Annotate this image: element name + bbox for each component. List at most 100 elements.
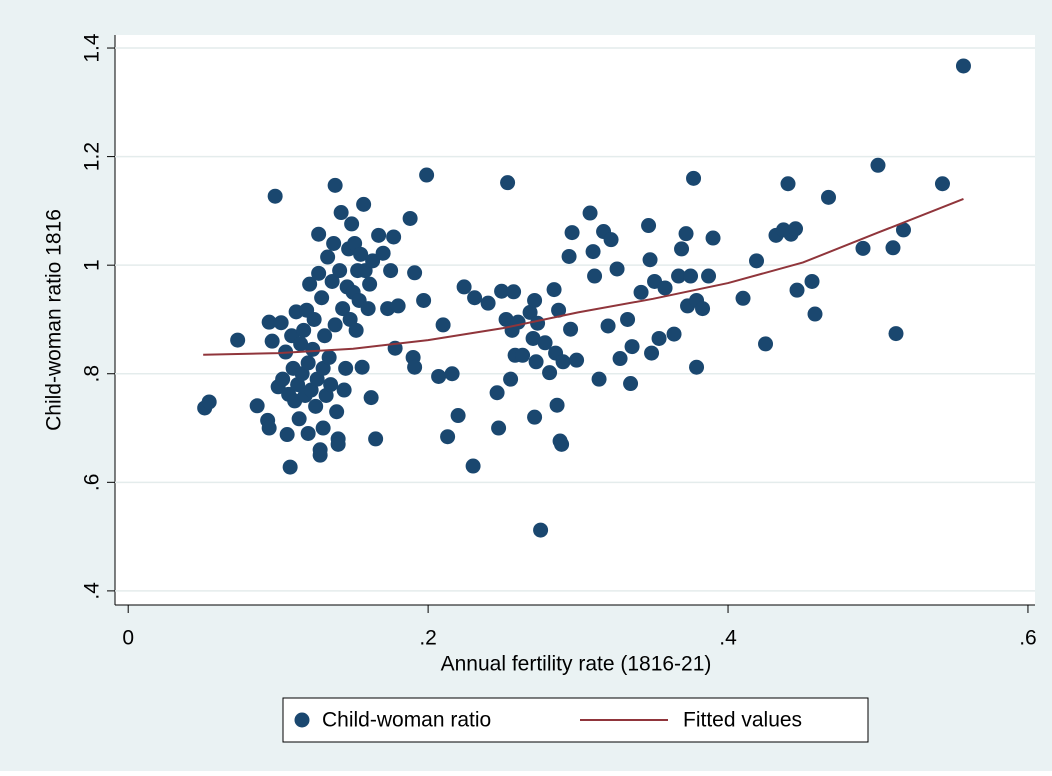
y-tick-label: 1.4 <box>81 33 104 63</box>
point <box>549 397 565 413</box>
point <box>335 301 351 317</box>
x-tick-label: .6 <box>1019 627 1037 650</box>
point <box>612 351 628 367</box>
point <box>689 359 705 375</box>
point <box>264 333 280 349</box>
point <box>300 425 316 441</box>
point <box>855 240 871 256</box>
point <box>554 436 570 452</box>
point <box>273 315 289 331</box>
point <box>491 420 507 436</box>
fitted-line <box>203 198 964 356</box>
point <box>201 394 217 410</box>
point <box>705 230 721 246</box>
point <box>564 225 580 241</box>
point <box>620 311 636 327</box>
point <box>695 301 711 317</box>
point <box>302 276 318 292</box>
point <box>315 420 331 436</box>
point <box>314 290 330 306</box>
point <box>500 175 516 191</box>
point <box>749 253 765 269</box>
x-tick-label: 0 <box>122 627 134 650</box>
point <box>354 359 370 375</box>
point <box>603 232 619 248</box>
point <box>305 341 321 357</box>
point <box>293 336 309 352</box>
point <box>870 157 886 173</box>
x-tick-label: .4 <box>719 627 737 650</box>
point <box>371 227 387 243</box>
point <box>674 241 690 257</box>
point <box>666 326 682 342</box>
point <box>503 371 519 387</box>
point <box>324 273 340 289</box>
point <box>591 371 607 387</box>
point <box>375 245 391 261</box>
point <box>644 345 660 361</box>
point <box>402 210 418 226</box>
point <box>348 322 364 338</box>
point <box>542 365 558 381</box>
legend-marker <box>294 712 310 728</box>
point <box>467 290 483 306</box>
point <box>282 459 298 475</box>
point <box>528 354 544 370</box>
point <box>440 429 456 445</box>
point <box>330 436 346 452</box>
point <box>323 377 339 393</box>
point <box>807 306 823 322</box>
point <box>895 222 911 238</box>
point <box>332 263 348 279</box>
y-tick-label: .6 <box>81 474 104 492</box>
point <box>642 252 658 268</box>
point <box>955 58 971 74</box>
point <box>296 322 312 338</box>
point <box>563 321 579 337</box>
y-tick-label: .4 <box>81 582 104 600</box>
point <box>327 317 343 333</box>
point <box>735 290 751 306</box>
point <box>311 265 327 281</box>
point <box>386 229 402 245</box>
point <box>363 390 379 406</box>
point <box>275 371 291 387</box>
point <box>678 226 694 242</box>
x-tick-label: .2 <box>419 627 437 650</box>
point <box>623 376 639 392</box>
point <box>390 298 406 314</box>
legend <box>282 697 869 743</box>
point <box>317 328 333 344</box>
point <box>261 420 277 436</box>
point <box>230 332 246 348</box>
point <box>300 355 316 371</box>
point <box>336 382 352 398</box>
point <box>383 263 399 279</box>
point <box>683 268 699 284</box>
point <box>435 317 451 333</box>
point <box>527 409 543 425</box>
point <box>368 431 384 447</box>
point <box>624 339 640 355</box>
point <box>329 404 345 420</box>
point <box>609 261 625 277</box>
point <box>416 292 432 308</box>
point <box>465 458 481 474</box>
point <box>885 240 901 256</box>
point <box>789 282 805 298</box>
point <box>494 283 510 299</box>
point <box>356 196 372 212</box>
point <box>326 235 342 251</box>
point <box>431 368 447 384</box>
point <box>333 205 349 221</box>
point <box>338 360 354 376</box>
point <box>291 411 307 427</box>
point <box>312 447 328 463</box>
point <box>311 226 327 242</box>
point <box>308 398 324 414</box>
point <box>360 301 376 317</box>
point <box>561 248 577 264</box>
point <box>533 522 549 538</box>
point <box>530 315 546 331</box>
point <box>888 326 904 342</box>
